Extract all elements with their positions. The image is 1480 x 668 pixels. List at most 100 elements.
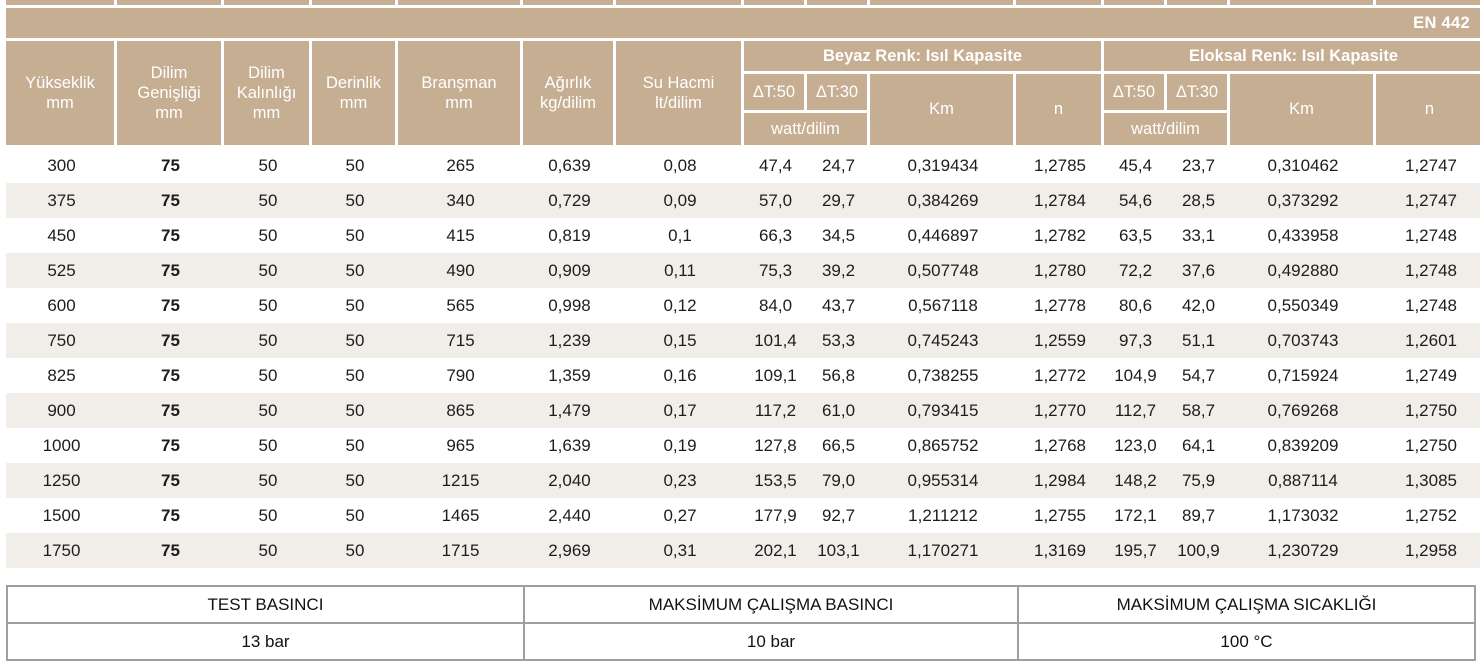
cap-cell [1167,0,1230,8]
cell: 24,7 [807,148,870,183]
cell: 66,5 [807,428,870,463]
cell: 0,27 [616,498,744,533]
cell: 1,2749 [1376,358,1480,393]
cap-cell [1230,0,1376,8]
cell: 1,2770 [1016,393,1104,428]
subheader-beyaz-n: n [1016,74,1104,148]
cap-cell [312,0,398,8]
table-row: 1750 75 50 50 1715 2,969 0,31 202,1 103,1 1,17027… [6,533,1480,568]
cell: 153,5 [744,463,807,498]
cap-cell [1376,0,1480,8]
cell: 53,3 [807,323,870,358]
cell: 0,23 [616,463,744,498]
cell: 63,5 [1104,218,1167,253]
cell: 123,0 [1104,428,1167,463]
table-row: 300 75 50 50 265 0,639 0,08 47,4 24,7 0,319434 1,2… [6,148,1480,183]
cell: 825 [6,358,117,393]
cell: 1,2748 [1376,253,1480,288]
cell: 1,359 [523,358,616,393]
cell: 0,887114 [1230,463,1376,498]
cap-cell [523,0,616,8]
cell: 0,31 [616,533,744,568]
footer-value-test-basinci: 13 bar [6,622,525,661]
cell: 0,865752 [870,428,1016,463]
cell: 45,4 [1104,148,1167,183]
cell: 66,3 [744,218,807,253]
cell: 61,0 [807,393,870,428]
subheader-beyaz-dt30: ΔT:30 [807,74,870,113]
cell: 1,3085 [1376,463,1480,498]
cell: 39,2 [807,253,870,288]
cell: 0,507748 [870,253,1016,288]
cell: 790 [398,358,523,393]
cell: 0,12 [616,288,744,323]
cell: 1,2785 [1016,148,1104,183]
cell: 50 [312,498,398,533]
cell: 0,703743 [1230,323,1376,358]
cell: 0,715924 [1230,358,1376,393]
col-header-agirlik: Ağırlık kg/dilim [523,41,616,148]
cell: 75 [117,288,224,323]
footer-value-calisma-sicakligi: 100 °C [1017,622,1476,661]
cell: 1000 [6,428,117,463]
cap-cell [744,0,807,8]
cell: 195,7 [1104,533,1167,568]
cell: 50 [312,183,398,218]
col-header-yukseklik: Yükseklik mm [6,41,117,148]
cell: 23,7 [1167,148,1230,183]
cell: 72,2 [1104,253,1167,288]
cell: 0,819 [523,218,616,253]
cell: 965 [398,428,523,463]
cell: 75 [117,463,224,498]
cell: 50 [224,533,312,568]
col-header-su-hacmi: Su Hacmi lt/dilim [616,41,744,148]
cell: 104,9 [1104,358,1167,393]
cell: 50 [312,463,398,498]
cell: 1,2780 [1016,253,1104,288]
footer-spec-table: TEST BASINCI MAKSİMUM ÇALIŞMA BASINCI MA… [6,585,1476,661]
cell: 50 [312,393,398,428]
cell: 50 [312,358,398,393]
table-row: 900 75 50 50 865 1,479 0,17 117,2 61,0 0,793415 1,… [6,393,1480,428]
cell: 1,2747 [1376,148,1480,183]
subheader-beyaz-km: Km [870,74,1016,148]
cell: 0,17 [616,393,744,428]
cell: 1500 [6,498,117,533]
cap-cell [398,0,523,8]
subheader-eloksal-watt: watt/dilim [1104,113,1230,148]
cell: 2,040 [523,463,616,498]
cell: 75 [117,498,224,533]
cell: 1,2755 [1016,498,1104,533]
cell: 172,1 [1104,498,1167,533]
cell: 490 [398,253,523,288]
table-row: 750 75 50 50 715 1,239 0,15 101,4 53,3 0,745243 1,… [6,323,1480,358]
cell: 1,2984 [1016,463,1104,498]
cell: 1,3169 [1016,533,1104,568]
cell: 1,2559 [1016,323,1104,358]
cell: 75 [117,533,224,568]
cell: 75,9 [1167,463,1230,498]
cell: 450 [6,218,117,253]
table-row: 825 75 50 50 790 1,359 0,16 109,1 56,8 0,738255 1,… [6,358,1480,393]
cell: 50 [224,428,312,463]
cell: 1,2750 [1376,428,1480,463]
cell: 525 [6,253,117,288]
cell: 75 [117,323,224,358]
cell: 75 [117,393,224,428]
cell: 202,1 [744,533,807,568]
cell: 0,793415 [870,393,1016,428]
banner-row: EN 442 [6,8,1480,41]
cap-cell [6,0,117,8]
cap-cell [807,0,870,8]
cell: 109,1 [744,358,807,393]
cell: 0,839209 [1230,428,1376,463]
cell: 29,7 [807,183,870,218]
header-watt-row: watt/dilim watt/dilim [6,113,1480,148]
cell: 1,2752 [1376,498,1480,533]
cell: 0,1 [616,218,744,253]
cell: 1,479 [523,393,616,428]
header-main-row: Yükseklik mm Dilim Genişliği mm Dilim Ka… [6,41,1480,148]
cell: 0,639 [523,148,616,183]
col-header-dilim-genisligi: Dilim Genişliği mm [117,41,224,148]
cell: 1,2784 [1016,183,1104,218]
